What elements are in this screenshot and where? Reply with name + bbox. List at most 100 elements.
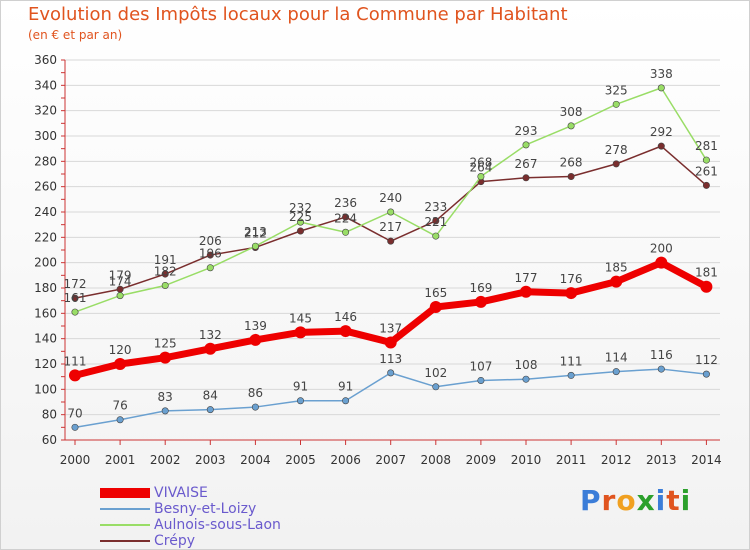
- data-label: 221: [424, 215, 447, 229]
- data-point: [342, 213, 350, 221]
- data-label: 146: [334, 310, 357, 324]
- y-tick-label: 120: [34, 357, 57, 371]
- y-tick-label: 280: [34, 154, 57, 168]
- data-label: 292: [650, 125, 673, 139]
- data-point: [206, 251, 214, 259]
- data-label: 113: [379, 352, 402, 366]
- data-point: [71, 423, 79, 431]
- y-tick-label: 180: [34, 281, 57, 295]
- logo-letter: P: [580, 484, 602, 517]
- data-point: [477, 173, 485, 181]
- x-tick-label: 2012: [601, 453, 632, 467]
- chart-title: Evolution des Impôts locaux pour la Comm…: [28, 4, 568, 25]
- data-label: 232: [289, 201, 312, 215]
- x-tick-label: 2006: [330, 453, 361, 467]
- data-point: [206, 264, 214, 272]
- data-point: [522, 174, 530, 182]
- data-point: [116, 292, 124, 300]
- data-point: [565, 287, 578, 300]
- data-point: [655, 256, 668, 269]
- data-label: 268: [469, 156, 492, 170]
- data-point: [69, 369, 81, 382]
- data-label: 111: [560, 354, 583, 368]
- data-point: [296, 227, 304, 235]
- legend: VIVAISE Besny-et-Loizy Aulnois-sous-Laon Cr…: [100, 485, 281, 549]
- data-label: 264: [469, 161, 492, 175]
- data-point: [477, 376, 485, 384]
- data-label: 182: [154, 264, 177, 278]
- y-tick-label: 360: [34, 53, 57, 67]
- data-point: [522, 375, 530, 383]
- data-label: 86: [248, 386, 263, 400]
- x-tick-label: 2008: [421, 453, 452, 467]
- data-point: [657, 365, 665, 373]
- data-label: 261: [695, 164, 718, 178]
- data-label: 84: [203, 389, 218, 403]
- y-tick-label: 240: [34, 205, 57, 219]
- y-tick-label: 320: [34, 104, 57, 118]
- data-label: 91: [293, 380, 308, 394]
- data-point: [384, 336, 397, 349]
- y-tick-label: 60: [42, 433, 57, 447]
- data-label: 91: [338, 380, 353, 394]
- data-label: 308: [560, 105, 583, 119]
- x-tick-label: 2000: [60, 453, 91, 467]
- data-point: [294, 326, 307, 339]
- data-label: 174: [109, 275, 132, 289]
- data-point: [71, 294, 79, 302]
- data-label: 132: [199, 328, 222, 342]
- data-label: 185: [605, 261, 628, 275]
- x-tick-label: 2001: [105, 453, 136, 467]
- data-point: [161, 270, 169, 278]
- logo-letter: r: [601, 484, 617, 517]
- x-tick-label: 2005: [285, 453, 316, 467]
- y-tick-label: 300: [34, 129, 57, 143]
- data-point: [161, 407, 169, 415]
- y-tick-label: 220: [34, 230, 57, 244]
- data-label: 172: [64, 277, 87, 291]
- data-label: 191: [154, 253, 177, 267]
- data-point: [387, 237, 395, 245]
- legend-item: Crépy: [100, 533, 281, 549]
- chart-subtitle: (en € et par an): [28, 28, 123, 42]
- data-point: [432, 217, 440, 225]
- data-point: [429, 301, 442, 313]
- proxiti-logo: Proxiti: [580, 484, 691, 517]
- data-label: 83: [158, 390, 173, 404]
- logo-letter: i: [655, 484, 667, 517]
- data-point: [116, 416, 124, 424]
- logo-letter: o: [616, 484, 637, 517]
- legend-label: VIVAISE: [154, 485, 208, 501]
- data-label: 161: [64, 291, 87, 305]
- data-point: [520, 285, 532, 298]
- y-tick-label: 100: [34, 382, 57, 396]
- y-tick-label: 340: [34, 78, 57, 92]
- data-label: 233: [424, 200, 447, 214]
- data-point: [161, 281, 169, 289]
- data-label: 281: [695, 139, 718, 153]
- data-label: 212: [244, 226, 267, 240]
- data-label: 176: [560, 272, 583, 286]
- logo-letter: i: [680, 484, 692, 517]
- data-point: [71, 308, 79, 316]
- data-label: 181: [695, 266, 718, 280]
- logo-letter: x: [636, 484, 656, 517]
- data-label: 111: [64, 354, 87, 368]
- data-point: [249, 333, 262, 346]
- data-label: 225: [289, 210, 312, 224]
- x-tick-label: 2014: [691, 453, 722, 467]
- legend-item: VIVAISE: [100, 485, 281, 501]
- logo-letter: t: [666, 484, 681, 517]
- data-label: 206: [199, 234, 222, 248]
- y-tick-label: 160: [34, 306, 57, 320]
- data-point: [339, 325, 352, 338]
- data-label: 165: [424, 286, 447, 300]
- data-point: [700, 280, 713, 293]
- data-point: [567, 173, 575, 181]
- data-label: 145: [289, 311, 312, 325]
- x-tick-label: 2007: [375, 453, 406, 467]
- data-point: [567, 371, 575, 379]
- legend-item: Aulnois-sous-Laon: [100, 517, 281, 533]
- data-label: 107: [469, 359, 492, 373]
